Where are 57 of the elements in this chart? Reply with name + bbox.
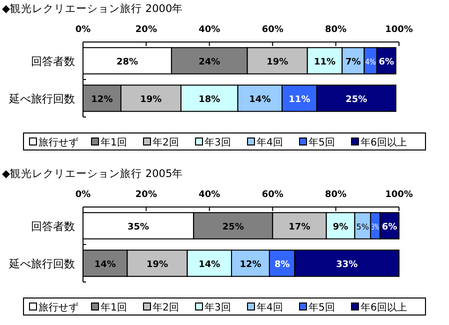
data-label: 5% — [356, 222, 370, 232]
data-label: 24% — [198, 57, 220, 68]
x-tick-label: 0% — [75, 190, 91, 200]
data-label: 9% — [332, 222, 348, 232]
legend-label: 年2回 — [152, 136, 179, 148]
data-label: 25% — [346, 94, 368, 105]
legend-label: 旅行せず — [38, 302, 78, 314]
legend-label: 年1回 — [100, 136, 127, 148]
data-label: 11% — [288, 94, 310, 105]
legend-label: 年2回 — [152, 302, 179, 314]
x-tick-label: 60% — [262, 25, 284, 35]
data-label: 6% — [382, 222, 398, 232]
x-tick-label: 0% — [75, 25, 91, 35]
x-tick-label: 40% — [198, 25, 220, 35]
data-label: 25% — [222, 222, 244, 232]
data-label: 6% — [378, 57, 394, 68]
x-tick-label: 100% — [385, 25, 413, 35]
data-label: 35% — [128, 222, 150, 232]
chart-title: ◆観光レクリエーション旅行 2005年 — [2, 167, 184, 180]
legend-label: 年6回以上 — [360, 302, 407, 314]
chart-title: ◆観光レクリエーション旅行 2000年 — [2, 2, 184, 15]
data-label: 19% — [140, 94, 162, 105]
data-label: 11% — [314, 57, 336, 68]
legend-label: 年3回 — [204, 302, 231, 314]
data-label: 12% — [91, 94, 113, 105]
data-label: 18% — [198, 94, 220, 105]
y-tick-label: 回答者数 — [31, 220, 75, 233]
legend-label: 年4回 — [256, 136, 283, 148]
x-tick-label: 20% — [135, 190, 157, 200]
y-tick-label: 延べ旅行回数 — [8, 257, 75, 270]
data-label: 4% — [365, 57, 378, 66]
y-tick-label: 回答者数 — [31, 54, 75, 68]
legend-label: 年5回 — [308, 136, 335, 148]
data-label: 12% — [240, 260, 262, 270]
x-tick-label: 40% — [198, 190, 220, 200]
y-tick-label: 延べ旅行回数 — [8, 92, 75, 106]
x-tick-label: 100% — [385, 190, 413, 200]
data-label: 14% — [249, 94, 271, 105]
legend-label: 年3回 — [204, 136, 231, 148]
data-label: 8% — [274, 260, 290, 270]
legend-label: 年4回 — [256, 302, 283, 314]
x-tick-label: 80% — [325, 25, 347, 35]
data-label: 28% — [116, 57, 138, 68]
legend-label: 年1回 — [100, 302, 127, 314]
x-tick-label: 60% — [262, 190, 284, 200]
data-label: 19% — [266, 57, 288, 68]
data-label: 19% — [146, 260, 168, 270]
data-label: 33% — [336, 260, 358, 270]
data-label: 14% — [198, 260, 220, 270]
data-label: 14% — [94, 260, 116, 270]
legend-label: 年6回以上 — [360, 136, 407, 148]
x-tick-label: 80% — [325, 190, 347, 200]
legend-label: 年5回 — [308, 302, 335, 314]
data-label: 7% — [346, 57, 361, 68]
data-label: 17% — [288, 222, 310, 232]
x-tick-label: 20% — [135, 25, 157, 35]
legend-label: 旅行せず — [38, 136, 78, 148]
